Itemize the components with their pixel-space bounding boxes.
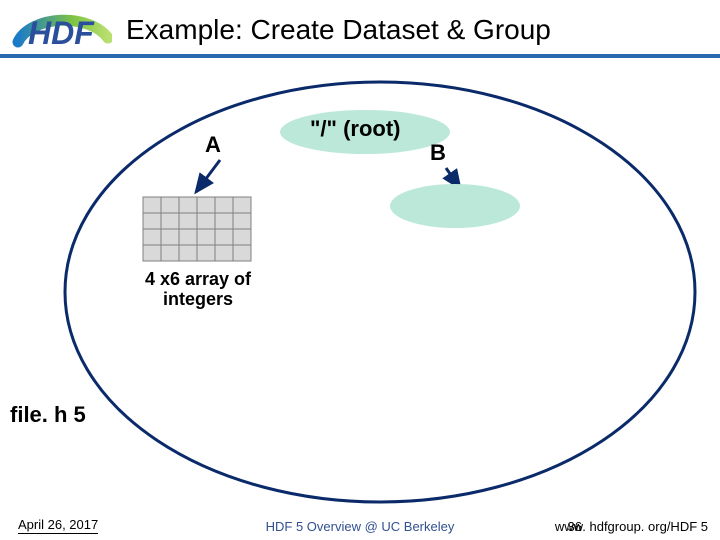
dataset-array-grid [142,196,252,267]
grid-cell [179,245,197,261]
grid-cell [161,213,179,229]
grid-cell [161,197,179,213]
grid-cell [233,197,251,213]
header: HDF Example: Create Dataset & Group [0,0,720,62]
grid-cell [161,229,179,245]
slide-title: Example: Create Dataset & Group [126,14,551,46]
header-rule [0,54,720,58]
grid-cell [197,245,215,261]
grid-cell [161,245,179,261]
root-label: "/" (root) [310,116,401,142]
logo-text: HDF [28,15,95,51]
grid-cell [233,229,251,245]
array-caption: 4 x6 array of integers [128,270,268,310]
grid-cell [233,245,251,261]
edge-label-a: A [205,132,221,158]
grid-cell [179,213,197,229]
grid-cell [179,229,197,245]
grid-cell [215,213,233,229]
grid-cell [143,245,161,261]
grid-cell [143,197,161,213]
arrow-a [196,160,220,192]
group-b-node [390,184,520,228]
grid-cell [197,229,215,245]
diagram-area: "/" (root) A B 4 x6 array of integers fi… [0,62,720,507]
grid-cell [179,197,197,213]
grid-cell [233,213,251,229]
grid-cell [197,213,215,229]
grid-cell [215,229,233,245]
file-name-label: file. h 5 [10,402,86,428]
grid-cell [143,213,161,229]
grid-cell [197,197,215,213]
footer: April 26, 2017 HDF 5 Overview @ UC Berke… [0,512,720,540]
slide: HDF Example: Create Dataset & Group "/" … [0,0,720,540]
edge-label-b: B [430,140,446,166]
grid-cell [215,197,233,213]
hdf-logo: HDF [12,2,112,57]
grid-cell [143,229,161,245]
hdf-logo-svg: HDF [12,2,112,52]
footer-url: www. hdfgroup. org/HDF 5 [555,519,708,534]
grid-cell [215,245,233,261]
